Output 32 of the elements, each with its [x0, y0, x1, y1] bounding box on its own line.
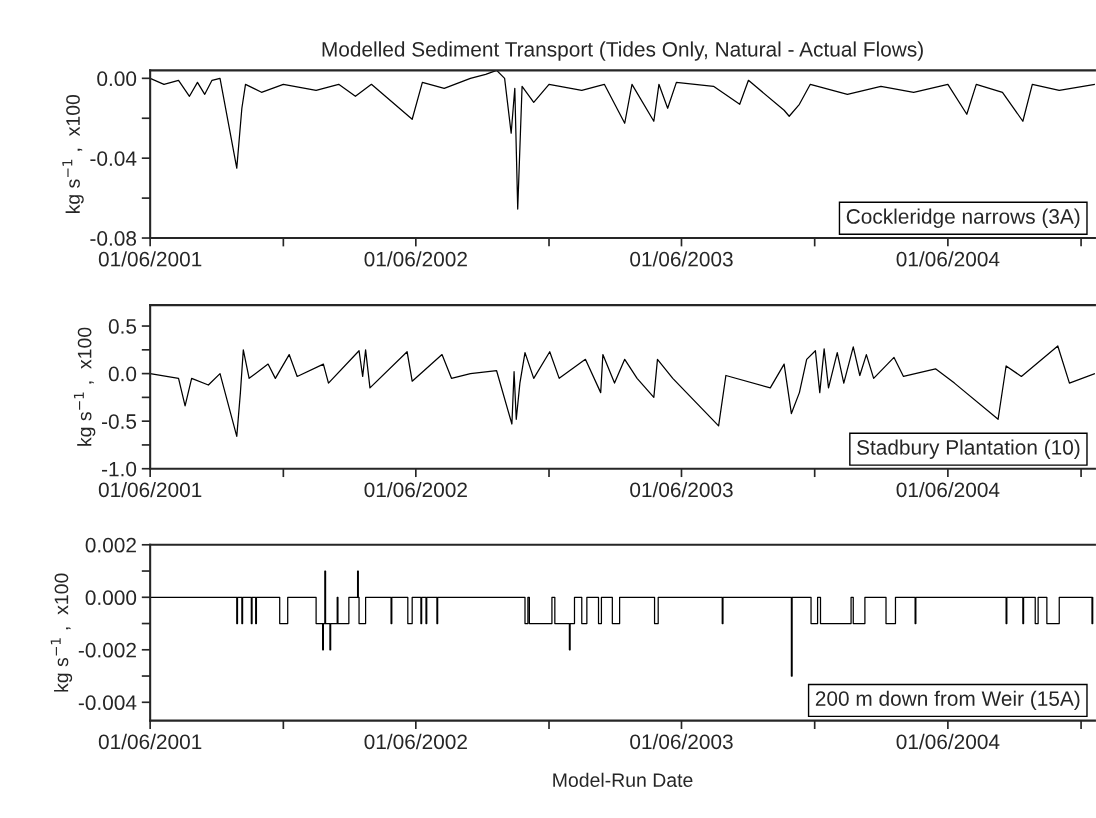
y-tick-label: -1.0: [101, 461, 137, 477]
x-tick-label: 01/06/2003: [630, 251, 733, 267]
x-tick-label: 01/06/2001: [98, 251, 202, 267]
x-tick-label: 01/06/2002: [364, 481, 467, 498]
y-axis-title: kg s$^{−1}$ , x100: [50, 573, 73, 692]
y-tick-label: 0.0: [108, 366, 137, 382]
y-tick-label: -0.5: [101, 414, 137, 429]
x-tick-label: 01/06/2004: [896, 481, 1000, 498]
x-axis-title: Model-Run Date: [553, 772, 693, 787]
annotation: Stadbury Plantation (10): [857, 439, 1080, 459]
y-axis-title: kg s$^{−1}$ , x100: [73, 327, 96, 446]
y-tick-label: 0.002: [85, 537, 136, 553]
x-tick-label: 01/06/2001: [98, 733, 202, 750]
chart-title: Modelled Sediment Transport (Tides Only, Natural - Actual Flows): [322, 41, 923, 61]
y-tick-label: -0.04: [90, 151, 137, 166]
y-tick-label: -0.08: [90, 231, 137, 246]
line-series: [150, 345, 1095, 437]
y-tick-label: 0.5: [108, 319, 137, 334]
y-tick-label: 0.00: [97, 71, 137, 87]
x-tick-label: 01/06/2003: [630, 481, 733, 498]
y-tick-label: -0.002: [78, 642, 136, 658]
x-tick-label: 01/06/2003: [630, 733, 733, 750]
x-tick-label: 01/06/2002: [364, 733, 467, 750]
x-tick-label: 01/06/2004: [896, 251, 1000, 267]
y-axis-title: kg s$^{−1}$ , x100: [62, 94, 84, 214]
x-tick-label: 01/06/2001: [98, 481, 202, 498]
x-tick-label: 01/06/2002: [364, 251, 467, 267]
y-tick-label: 0.000: [85, 590, 137, 606]
annotation: 200 m down from Weir (15A): [815, 690, 1080, 711]
x-tick-label: 01/06/2004: [896, 733, 1000, 750]
annotation: Cockleridge narrows (3A): [846, 208, 1080, 228]
y-tick-label: -0.004: [78, 695, 137, 711]
